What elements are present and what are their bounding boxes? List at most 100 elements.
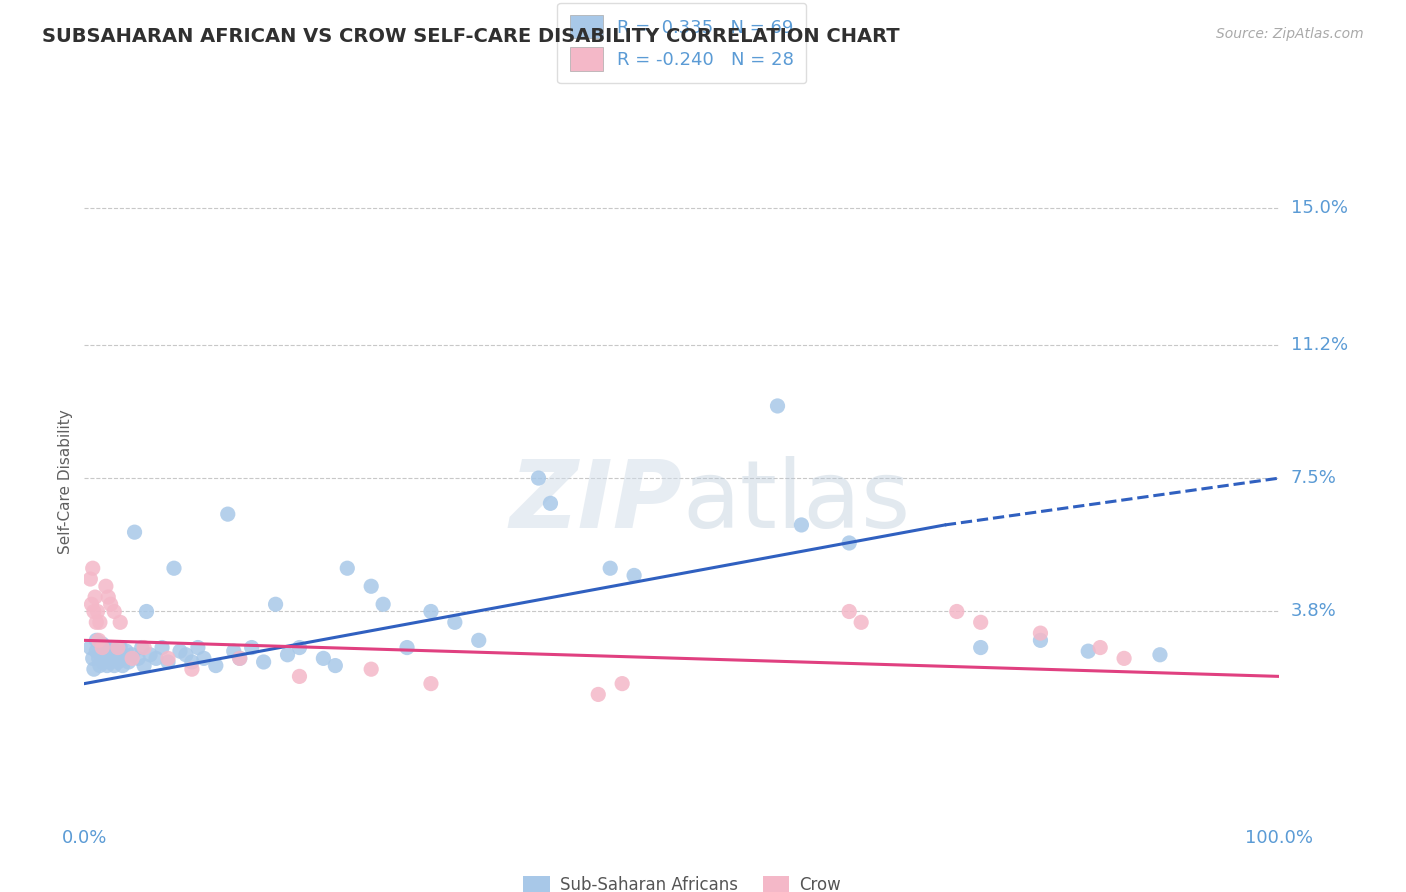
Text: 3.8%: 3.8% bbox=[1291, 602, 1336, 621]
Point bbox=[538, 496, 561, 510]
Point bbox=[103, 605, 125, 619]
Point bbox=[467, 633, 491, 648]
Text: 15.0%: 15.0% bbox=[1291, 199, 1347, 217]
Point bbox=[110, 640, 132, 655]
Point bbox=[83, 662, 105, 676]
Point bbox=[187, 640, 209, 655]
Point bbox=[163, 561, 186, 575]
Point bbox=[94, 640, 117, 655]
Point bbox=[288, 669, 311, 683]
Point bbox=[217, 507, 239, 521]
Point bbox=[150, 640, 173, 655]
Point bbox=[240, 640, 263, 655]
Point bbox=[228, 651, 252, 665]
Point bbox=[588, 688, 610, 702]
Point bbox=[89, 658, 111, 673]
Point bbox=[180, 662, 202, 676]
Point bbox=[599, 561, 621, 575]
Point bbox=[336, 561, 359, 575]
Point bbox=[124, 525, 146, 540]
Point bbox=[1112, 651, 1135, 665]
Point bbox=[97, 644, 120, 658]
Point bbox=[135, 605, 157, 619]
Point bbox=[86, 605, 108, 619]
Point bbox=[101, 640, 124, 655]
Point bbox=[444, 615, 467, 630]
Point bbox=[222, 644, 245, 658]
Point bbox=[371, 597, 394, 611]
Point bbox=[1088, 640, 1111, 655]
Point bbox=[82, 561, 104, 575]
Text: 11.2%: 11.2% bbox=[1291, 335, 1348, 353]
Point bbox=[193, 651, 215, 665]
Point bbox=[323, 658, 346, 673]
Point bbox=[97, 590, 120, 604]
Point bbox=[111, 658, 134, 673]
Point bbox=[82, 651, 104, 665]
Point bbox=[104, 644, 127, 658]
Point bbox=[360, 662, 382, 676]
Y-axis label: Self-Care Disability: Self-Care Disability bbox=[58, 409, 73, 554]
Point bbox=[288, 640, 311, 655]
Point bbox=[80, 597, 103, 611]
Point bbox=[253, 655, 276, 669]
Point bbox=[90, 648, 112, 662]
Point bbox=[84, 644, 107, 658]
Point bbox=[276, 648, 298, 662]
Point bbox=[84, 615, 107, 630]
Point bbox=[132, 658, 156, 673]
Legend: Sub-Saharan Africans, Crow: Sub-Saharan Africans, Crow bbox=[516, 869, 848, 892]
Point bbox=[97, 651, 120, 665]
Point bbox=[79, 572, 101, 586]
Point bbox=[84, 633, 107, 648]
Point bbox=[93, 655, 115, 669]
Point bbox=[1029, 633, 1052, 648]
Point bbox=[623, 568, 645, 582]
Point bbox=[110, 615, 132, 630]
Point bbox=[360, 579, 382, 593]
Point bbox=[98, 655, 121, 669]
Point bbox=[945, 605, 967, 619]
Point bbox=[312, 651, 335, 665]
Point bbox=[132, 640, 156, 655]
Point bbox=[205, 658, 228, 673]
Point bbox=[264, 597, 287, 611]
Text: Source: ZipAtlas.com: Source: ZipAtlas.com bbox=[1216, 27, 1364, 41]
Point bbox=[1029, 626, 1052, 640]
Point bbox=[396, 640, 419, 655]
Point bbox=[169, 644, 191, 658]
Point bbox=[87, 633, 110, 648]
Point bbox=[103, 658, 125, 673]
Point bbox=[131, 640, 153, 655]
Point bbox=[157, 651, 180, 665]
Point bbox=[121, 651, 143, 665]
Point bbox=[107, 655, 129, 669]
Point bbox=[419, 605, 441, 619]
Point bbox=[970, 615, 993, 630]
Point bbox=[117, 655, 139, 669]
Text: SUBSAHARAN AFRICAN VS CROW SELF-CARE DISABILITY CORRELATION CHART: SUBSAHARAN AFRICAN VS CROW SELF-CARE DIS… bbox=[42, 27, 900, 45]
Point bbox=[145, 651, 167, 665]
Text: ZIP: ZIP bbox=[509, 456, 682, 548]
Point bbox=[121, 648, 143, 662]
Point bbox=[610, 676, 633, 690]
Point bbox=[1077, 644, 1099, 658]
Point bbox=[838, 605, 860, 619]
Point bbox=[849, 615, 872, 630]
Text: 7.5%: 7.5% bbox=[1291, 469, 1337, 487]
Point bbox=[94, 579, 117, 593]
Point bbox=[105, 651, 128, 665]
Point bbox=[419, 676, 441, 690]
Point bbox=[790, 518, 813, 533]
Point bbox=[527, 471, 550, 485]
Text: atlas: atlas bbox=[682, 456, 910, 548]
Point bbox=[1149, 648, 1171, 662]
Point bbox=[100, 597, 122, 611]
Point bbox=[107, 640, 129, 655]
Point bbox=[766, 399, 789, 413]
Point bbox=[970, 640, 993, 655]
Point bbox=[174, 648, 197, 662]
Point bbox=[180, 655, 202, 669]
Point bbox=[91, 637, 114, 651]
Point bbox=[91, 640, 114, 655]
